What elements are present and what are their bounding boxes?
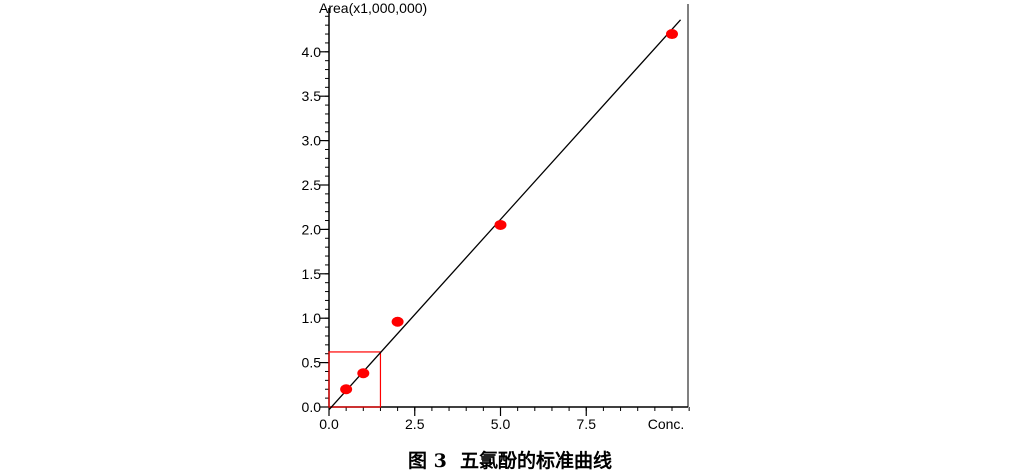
y-tick-label: 2.0 xyxy=(302,221,322,237)
fit-line xyxy=(328,19,682,411)
y-tick-label: 0.5 xyxy=(302,355,322,371)
x-tick-label: 0.0 xyxy=(319,416,339,432)
figure-caption: 图 3 五氯酚的标准曲线 xyxy=(0,446,1020,473)
data-point xyxy=(340,384,353,395)
data-point xyxy=(666,29,678,40)
x-tick-label: 2.5 xyxy=(405,416,425,432)
y-tick-label: 1.5 xyxy=(302,266,322,282)
x-ticks: 0.0 2.5 5.0 7.5 xyxy=(319,407,596,432)
y-ticks: 0.0 0.5 1.0 1.5 2.0 2.5 3.0 3.5 4.0 xyxy=(302,44,329,415)
axes xyxy=(328,4,689,408)
x-axis-label: Conc. xyxy=(648,416,685,432)
y-tick-label: 0.0 xyxy=(302,399,322,415)
y-tick-label: 4.0 xyxy=(302,44,322,60)
y-tick-label: 3.0 xyxy=(302,133,322,149)
calibration-chart: 0.0 0.5 1.0 1.5 2.0 2.5 3.0 3.5 4.0 0.0 2.5 5.0 7.5… xyxy=(302,0,690,432)
figure-title: 五氯酚的标准曲线 xyxy=(460,450,613,472)
data-point xyxy=(357,368,370,379)
y-tick-label: 2.5 xyxy=(302,177,322,193)
y-tick-label: 1.0 xyxy=(302,310,322,326)
figure-number: 图 3 xyxy=(407,450,447,472)
data-points xyxy=(340,29,678,395)
x-tick-label: 5.0 xyxy=(491,416,511,432)
data-point xyxy=(494,219,507,230)
y-tick-label: 3.5 xyxy=(302,88,322,104)
data-point xyxy=(391,316,404,327)
x-tick-label: 7.5 xyxy=(577,416,597,432)
highlight-box xyxy=(328,351,382,408)
y-axis-label: Area(x1,000,000) xyxy=(319,0,427,16)
